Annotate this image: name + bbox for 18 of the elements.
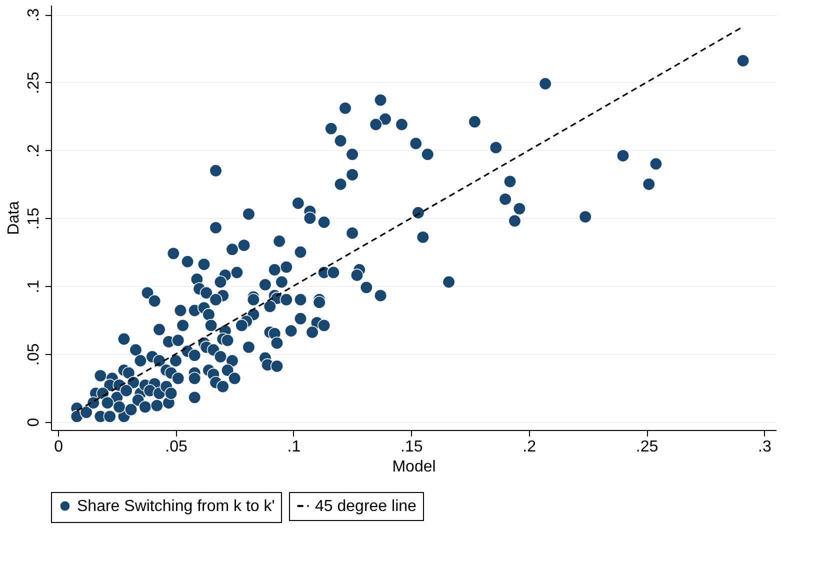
y-tick-label: .05: [26, 343, 42, 366]
legend-label: 45 degree line: [315, 498, 417, 515]
y-tick-label: .2: [26, 144, 42, 158]
y-axis-title: Data: [6, 201, 22, 235]
y-tick-label: .1: [26, 280, 42, 294]
x-tick-label: .05: [165, 438, 188, 456]
legend-label: Share Switching from k to k': [77, 498, 275, 515]
y-tick-label: 0: [26, 418, 42, 427]
x-tick-label: .1: [287, 438, 301, 456]
x-tick-label: .25: [636, 438, 658, 456]
x-tick-label: .2: [522, 438, 536, 456]
x-tick-label: 0: [54, 438, 64, 456]
y-tick-label: .3: [26, 8, 42, 22]
y-tick-label: .15: [26, 207, 42, 230]
x-axis-title: Model: [392, 458, 436, 476]
x-tick-label: .3: [758, 438, 772, 456]
y-tick-label: .25: [26, 72, 42, 94]
x-tick-label: .15: [400, 438, 423, 456]
